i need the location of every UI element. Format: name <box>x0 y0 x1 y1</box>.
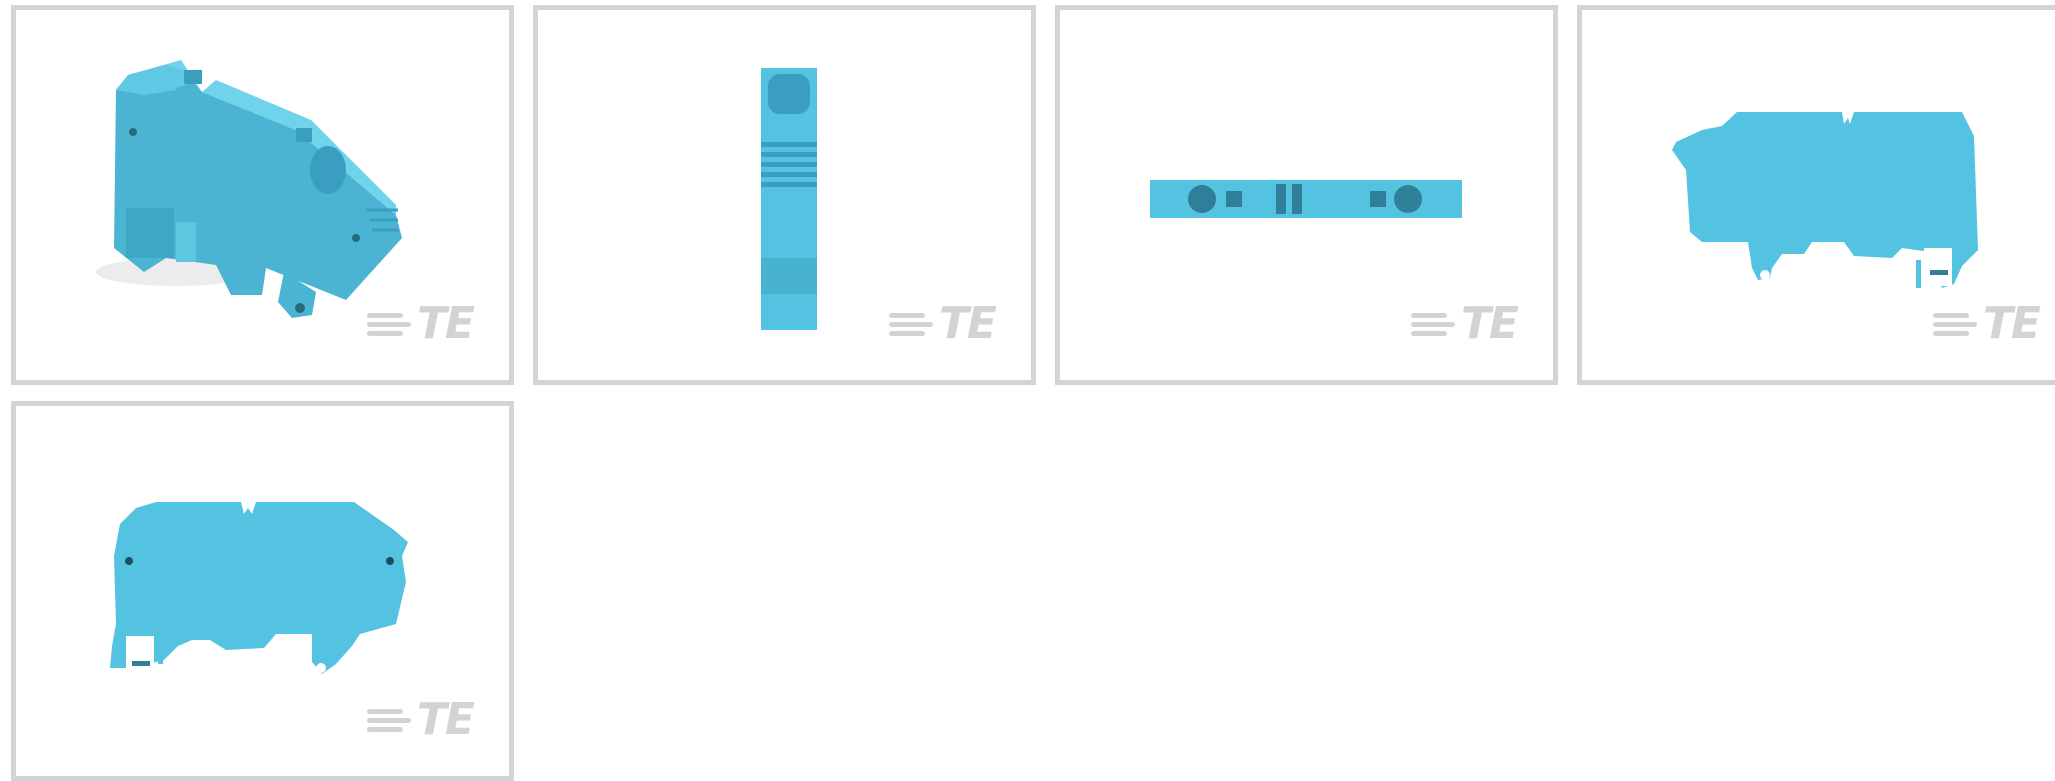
gallery-thumbnail-end[interactable]: TE <box>533 5 1036 385</box>
terminal-block-side-right-image <box>1672 112 1978 288</box>
te-logo: TE <box>366 694 475 745</box>
terminal-block-end-image <box>761 68 817 330</box>
terminal-block-top-image <box>1150 180 1462 218</box>
te-logo: TE <box>366 298 475 349</box>
te-logo-text: TE <box>938 298 997 349</box>
te-logo-text: TE <box>1982 298 2041 349</box>
terminal-block-isometric-image <box>96 60 402 318</box>
te-logo-bars-icon <box>888 312 933 336</box>
te-logo-bars-icon <box>366 312 411 336</box>
te-logo: TE <box>1410 298 1519 349</box>
gallery-thumbnail-isometric[interactable]: TE <box>11 5 514 385</box>
te-logo-text: TE <box>416 298 475 349</box>
gallery-thumbnail-side-left[interactable]: TE <box>11 401 514 781</box>
te-logo-bars-icon <box>1932 312 1977 336</box>
terminal-block-side-left-image <box>110 502 408 674</box>
te-logo-text: TE <box>416 694 475 745</box>
te-logo-text: TE <box>1460 298 1519 349</box>
gallery-thumbnail-side-right[interactable]: TE <box>1577 5 2055 385</box>
te-logo: TE <box>888 298 997 349</box>
gallery-thumbnail-top[interactable]: TE <box>1055 5 1558 385</box>
te-logo-bars-icon <box>1410 312 1455 336</box>
te-logo-bars-icon <box>366 708 411 732</box>
te-logo: TE <box>1932 298 2041 349</box>
